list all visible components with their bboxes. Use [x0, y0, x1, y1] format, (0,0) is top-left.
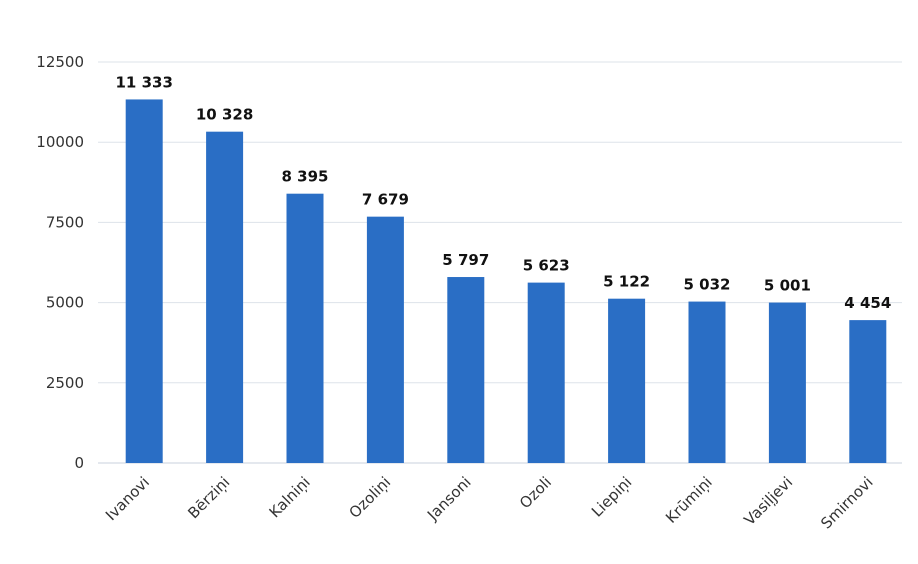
bar — [527, 282, 565, 463]
data-label: 5 797 — [442, 251, 489, 269]
bars — [125, 99, 887, 463]
bar — [447, 277, 485, 463]
data-label: 8 395 — [282, 168, 329, 186]
data-label: 5 623 — [523, 257, 570, 275]
x-tick-label: Liepiņi — [588, 473, 635, 520]
x-tick-label: Krūmiņi — [662, 473, 716, 527]
bar — [125, 99, 163, 463]
data-label: 5 032 — [684, 276, 731, 294]
bar — [206, 131, 244, 463]
x-tick-label: Bērziņi — [184, 473, 233, 522]
bar — [768, 302, 806, 463]
data-label: 10 328 — [196, 106, 253, 124]
x-tick-label: Jansoni — [423, 473, 474, 524]
y-tick-label: 5000 — [46, 294, 84, 312]
bar — [366, 216, 404, 463]
bar — [286, 193, 324, 463]
y-tick-label: 12500 — [36, 53, 84, 71]
y-tick-label: 7500 — [46, 213, 84, 231]
bar — [849, 320, 887, 463]
data-label: 7 679 — [362, 191, 409, 209]
data-label: 5 122 — [603, 273, 650, 291]
data-label: 5 001 — [764, 277, 811, 295]
data-labels: 11 333 10 328 8 395 7 679 5 797 5 623 5 122 5 0… — [115, 73, 891, 312]
y-tick-label: 0 — [74, 454, 84, 472]
y-tick-label: 10000 — [36, 133, 84, 151]
x-tick-label: Kalniņi — [266, 473, 314, 521]
x-tick-label: Ozoliņi — [346, 473, 395, 522]
bar — [608, 298, 646, 463]
bar — [688, 301, 726, 463]
x-axis-ticks: Ivanovi Bērziņi Kalniņi Ozoliņi Jansoni Ozoli… — [102, 473, 877, 532]
data-label: 4 454 — [844, 294, 891, 312]
x-tick-label: Ivanovi — [102, 473, 153, 524]
y-tick-label: 2500 — [46, 374, 84, 392]
x-tick-label: Vasiļjevi — [740, 473, 796, 529]
x-tick-label: Ozoli — [516, 473, 555, 512]
y-axis-ticks: 0 2500 5000 7500 10000 12500 — [36, 53, 84, 472]
x-tick-label: Smirnovi — [817, 473, 876, 532]
data-label: 11 333 — [115, 73, 172, 91]
